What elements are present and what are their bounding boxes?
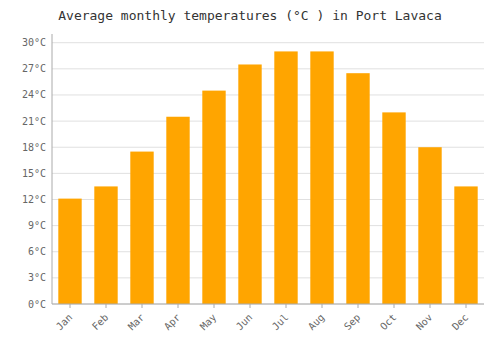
x-axis-line (52, 304, 484, 305)
y-tick-label: 15°C (22, 168, 46, 179)
grid-line (52, 94, 484, 95)
chart-container: Average monthly temperatures (°C ) in Po… (0, 0, 500, 350)
x-tick (70, 304, 71, 308)
title: Average monthly temperatures (°C ) in Po… (58, 8, 442, 23)
y-tick-label: 12°C (22, 194, 46, 205)
x-tick-label: May (198, 312, 219, 333)
y-tick-label: 9°C (28, 220, 46, 231)
bar (274, 51, 297, 304)
y-tick-label: 6°C (28, 246, 46, 257)
y-tick-label: 27°C (22, 63, 46, 74)
bars (58, 51, 477, 304)
x-tick (250, 304, 251, 308)
bar (130, 152, 153, 304)
x-tick-label: Jan (54, 312, 75, 333)
bar (238, 64, 261, 304)
x-tick-label: Sep (342, 312, 363, 333)
page: {"chart_data": {"type": "bar", "title": … (0, 0, 500, 350)
grid-line (52, 68, 484, 69)
x-tick-label: Feb (90, 312, 111, 333)
x-tick (394, 304, 395, 308)
y-tick-label: 18°C (22, 142, 46, 153)
x-tick (214, 304, 215, 308)
y-tick-label: 3°C (28, 272, 46, 283)
grid-line (52, 121, 484, 122)
bar (202, 91, 225, 304)
y-tick-label: 24°C (22, 89, 46, 100)
grid-line (52, 304, 484, 305)
y-tick-label: 21°C (22, 116, 46, 127)
x-tick (142, 304, 143, 308)
x-tick (178, 304, 179, 308)
x-tick-label: Mar (126, 312, 147, 333)
bar (94, 186, 117, 304)
bar (166, 117, 189, 304)
y-tick-label: 0°C (28, 299, 46, 310)
x-tick (322, 304, 323, 308)
x-tick-label: Apr (162, 312, 183, 333)
grid-line (52, 42, 484, 43)
x-tick (286, 304, 287, 308)
x-tick-label: Dec (450, 312, 471, 333)
x-tick (358, 304, 359, 308)
chart-svg: Average monthly temperatures (°C ) in Po… (0, 0, 500, 350)
bar (58, 199, 81, 304)
bar (346, 73, 369, 304)
bar (382, 112, 405, 304)
x-tick-label: Aug (306, 312, 327, 333)
y-axis-line (52, 34, 53, 304)
bar (418, 147, 441, 304)
x-tick-label: Oct (378, 312, 399, 333)
x-tick (106, 304, 107, 308)
bar (454, 186, 477, 304)
grid (52, 43, 484, 304)
x-tick-label: Jun (234, 312, 255, 333)
bar (310, 51, 333, 304)
x-tick (466, 304, 467, 308)
x-tick-label: Jul (270, 312, 291, 333)
x-tick (430, 304, 431, 308)
y-tick-label: 30°C (22, 37, 46, 48)
x-tick-label: Nov (414, 312, 435, 333)
